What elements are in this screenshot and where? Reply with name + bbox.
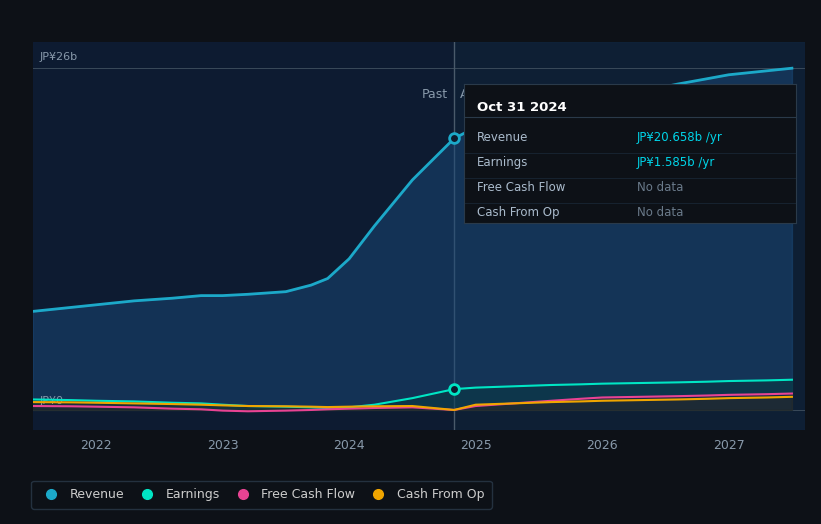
- Text: JP¥1.585b /yr: JP¥1.585b /yr: [637, 157, 715, 169]
- Text: Past: Past: [422, 88, 447, 101]
- Text: No data: No data: [637, 206, 683, 220]
- Text: Analysts Forecasts: Analysts Forecasts: [461, 88, 577, 101]
- Text: JP¥26b: JP¥26b: [39, 52, 77, 62]
- Text: No data: No data: [637, 181, 683, 194]
- Legend: Revenue, Earnings, Free Cash Flow, Cash From Op: Revenue, Earnings, Free Cash Flow, Cash …: [31, 481, 492, 509]
- Bar: [33, 42, 454, 430]
- Text: Revenue: Revenue: [477, 132, 529, 145]
- Text: JP¥20.658b /yr: JP¥20.658b /yr: [637, 132, 722, 145]
- Text: Free Cash Flow: Free Cash Flow: [477, 181, 566, 194]
- Text: Oct 31 2024: Oct 31 2024: [477, 101, 567, 114]
- Text: Cash From Op: Cash From Op: [477, 206, 560, 220]
- Text: JP¥0: JP¥0: [39, 396, 63, 406]
- Text: Earnings: Earnings: [477, 157, 529, 169]
- Bar: [454, 42, 805, 430]
